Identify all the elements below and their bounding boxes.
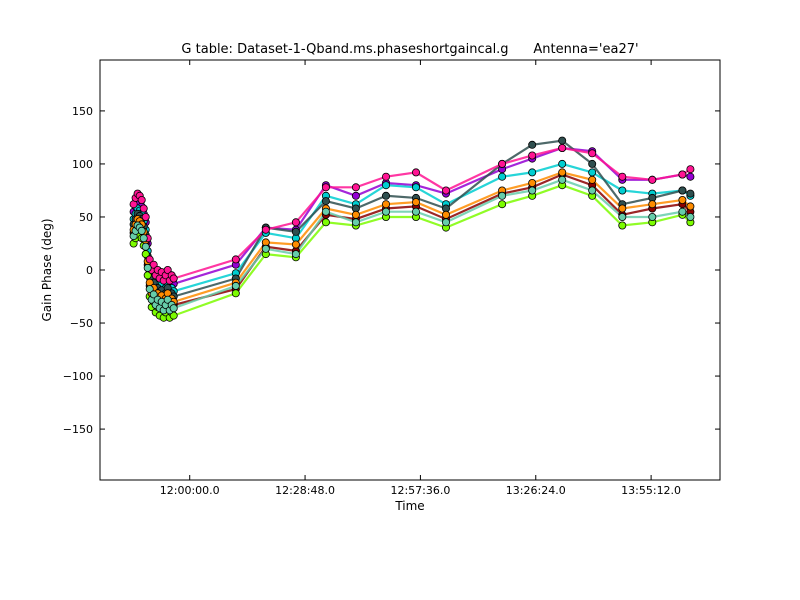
data-point-s3 xyxy=(381,181,390,190)
data-point-s3 xyxy=(588,168,597,177)
x-tick-label: 12:57:36.0 xyxy=(390,484,450,497)
chart-title: G table: Dataset-1-Qband.ms.phaseshortga… xyxy=(181,42,638,57)
data-point-s4 xyxy=(686,189,695,198)
data-point-s3 xyxy=(558,159,567,168)
data-point-s7 xyxy=(261,225,270,234)
data-point-s3 xyxy=(411,183,420,192)
data-point-s7 xyxy=(381,172,390,181)
x-tick-label: 13:26:24.0 xyxy=(506,484,566,497)
x-tick-label: 12:00:00.0 xyxy=(160,484,220,497)
data-point-s6 xyxy=(558,168,567,177)
data-point-s8 xyxy=(143,263,152,272)
data-point-s7 xyxy=(528,151,537,160)
data-point-s8 xyxy=(411,207,420,216)
x-tick-label: 12:28:48.0 xyxy=(275,484,335,497)
data-point-s8 xyxy=(648,212,657,221)
data-point-s6 xyxy=(351,210,360,219)
y-axis-label: Gain Phase (deg) xyxy=(40,218,54,321)
data-point-s1 xyxy=(351,191,360,200)
data-point-s7 xyxy=(141,212,150,221)
data-point-s8 xyxy=(498,191,507,200)
y-tick-label: 100 xyxy=(72,158,93,171)
data-point-s6 xyxy=(588,175,597,184)
axis-ticks: 12:00:00.0 12:28:48.0 12:57:36.0 13:26:24.0… xyxy=(63,60,720,497)
data-point-s8 xyxy=(291,250,300,259)
data-point-s7 xyxy=(558,143,567,152)
data-point-s8 xyxy=(169,304,178,313)
data-point-s8 xyxy=(441,218,450,227)
data-point-s6 xyxy=(648,200,657,209)
data-point-s1 xyxy=(686,172,695,181)
data-point-s7 xyxy=(678,170,687,179)
data-point-s7 xyxy=(163,265,172,274)
data-point-s7 xyxy=(588,149,597,158)
y-tick-label: −50 xyxy=(70,317,93,330)
data-point-s7 xyxy=(441,186,450,195)
data-point-s7 xyxy=(411,168,420,177)
data-point-s8 xyxy=(137,226,146,235)
data-point-s8 xyxy=(149,290,158,299)
data-point-s7 xyxy=(648,175,657,184)
data-point-s6 xyxy=(291,240,300,249)
data-point-s8 xyxy=(231,281,240,290)
data-point-s4 xyxy=(588,159,597,168)
x-tick-label: 13:55:12.0 xyxy=(621,484,681,497)
data-point-s3 xyxy=(528,168,537,177)
data-point-s6 xyxy=(678,195,687,204)
data-point-s7 xyxy=(686,165,695,174)
data-point-s6 xyxy=(618,204,627,213)
data-point-s8 xyxy=(351,218,360,227)
data-point-s8 xyxy=(141,242,150,251)
data-point-s7 xyxy=(498,159,507,168)
data-point-s4 xyxy=(321,197,330,206)
data-point-s8 xyxy=(261,244,270,253)
data-point-s8 xyxy=(618,212,627,221)
data-point-s8 xyxy=(321,207,330,216)
data-point-s6 xyxy=(528,178,537,187)
y-tick-label: 150 xyxy=(72,105,93,118)
data-point-s8 xyxy=(139,234,148,243)
data-point-s8 xyxy=(678,207,687,216)
y-tick-label: 0 xyxy=(86,264,93,277)
data-point-s6 xyxy=(441,210,450,219)
y-tick-label: −150 xyxy=(63,423,93,436)
data-point-s7 xyxy=(351,183,360,192)
data-point-s3 xyxy=(498,172,507,181)
data-point-s8 xyxy=(145,285,154,294)
data-point-s7 xyxy=(321,183,330,192)
data-point-s8 xyxy=(588,186,597,195)
data-point-s8 xyxy=(163,295,172,304)
data-point-s6 xyxy=(381,200,390,209)
data-point-s7 xyxy=(618,172,627,181)
data-point-s6 xyxy=(686,202,695,211)
data-point-s3 xyxy=(618,186,627,195)
data-point-s6 xyxy=(411,198,420,207)
data-point-s7 xyxy=(291,218,300,227)
y-tick-label: −100 xyxy=(63,370,93,383)
data-point-s8 xyxy=(558,175,567,184)
data-point-s4 xyxy=(381,191,390,200)
data-point-s4 xyxy=(291,227,300,236)
data-point-s8 xyxy=(528,186,537,195)
y-tick-label: 50 xyxy=(79,211,93,224)
data-point-s5 xyxy=(618,221,627,230)
data-point-s8 xyxy=(686,212,695,221)
data-point-s7 xyxy=(231,255,240,264)
data-point-s8 xyxy=(381,207,390,216)
series-layer xyxy=(129,136,695,322)
data-point-s7 xyxy=(169,274,178,283)
data-point-s7 xyxy=(139,204,148,213)
data-point-s4 xyxy=(558,136,567,145)
x-axis-label: Time xyxy=(394,499,424,513)
data-point-s5 xyxy=(498,200,507,209)
data-point-s7 xyxy=(145,255,154,264)
data-point-s5 xyxy=(321,218,330,227)
data-point-s4 xyxy=(678,186,687,195)
data-point-s7 xyxy=(137,195,146,204)
data-point-s5 xyxy=(231,289,240,298)
data-point-s4 xyxy=(528,140,537,149)
